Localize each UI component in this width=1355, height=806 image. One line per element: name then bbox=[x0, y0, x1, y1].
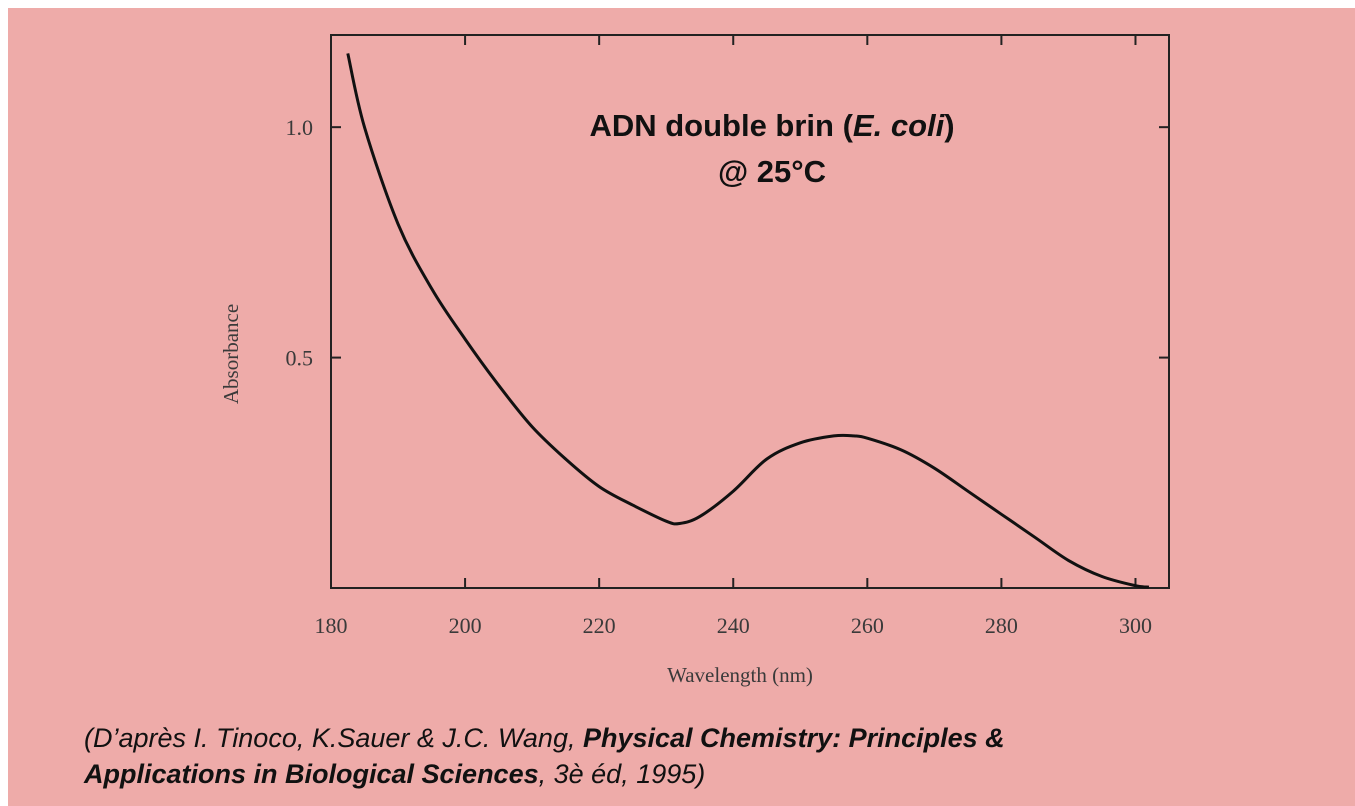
source-citation: (D’après I. Tinoco, K.Sauer & J.C. Wang,… bbox=[84, 720, 1344, 792]
citation-part1: (D’après I. Tinoco, K.Sauer & J.C. Wang, bbox=[84, 723, 583, 753]
citation-bold1: Physical Chemistry: Principles & bbox=[582, 723, 1005, 753]
y-axis-label: Absorbance bbox=[219, 304, 243, 404]
x-tick-label: 220 bbox=[583, 613, 616, 638]
chart-annotation-line2: @ 25°C bbox=[718, 154, 826, 189]
citation-bold2: Applications in Biological Sciences bbox=[84, 759, 539, 789]
chart-annotation-line1: ADN double brin (E. coli) bbox=[589, 108, 954, 143]
x-tick-labels: 180 200 220 240 260 280 300 bbox=[315, 613, 1152, 638]
x-tick-label: 280 bbox=[985, 613, 1018, 638]
y-tick-label: 0.5 bbox=[286, 346, 314, 371]
x-tick-label: 240 bbox=[717, 613, 750, 638]
x-axis-label: Wavelength (nm) bbox=[667, 663, 813, 687]
annotation-prefix: ADN double brin ( bbox=[589, 108, 853, 143]
annotation-italic: E. coli bbox=[853, 108, 946, 143]
x-tick-label: 260 bbox=[851, 613, 884, 638]
series-line bbox=[346, 53, 1150, 589]
y-tick-label: 1.0 bbox=[286, 115, 314, 140]
citation-part2: , 3è éd, 1995) bbox=[538, 759, 706, 789]
annotation-suffix: ) bbox=[944, 108, 954, 143]
y-tick-labels: 0.5 1.0 bbox=[286, 115, 314, 370]
slide-background: 180 200 220 240 260 280 300 0.5 1.0 Wavelength … bbox=[8, 8, 1355, 806]
absorbance-chart: 180 200 220 240 260 280 300 0.5 1.0 Wavelength … bbox=[219, 34, 1170, 687]
x-tick-label: 300 bbox=[1119, 613, 1152, 638]
plot-frame bbox=[330, 34, 1170, 589]
x-tick-label: 180 bbox=[315, 613, 348, 638]
x-tick-label: 200 bbox=[449, 613, 482, 638]
